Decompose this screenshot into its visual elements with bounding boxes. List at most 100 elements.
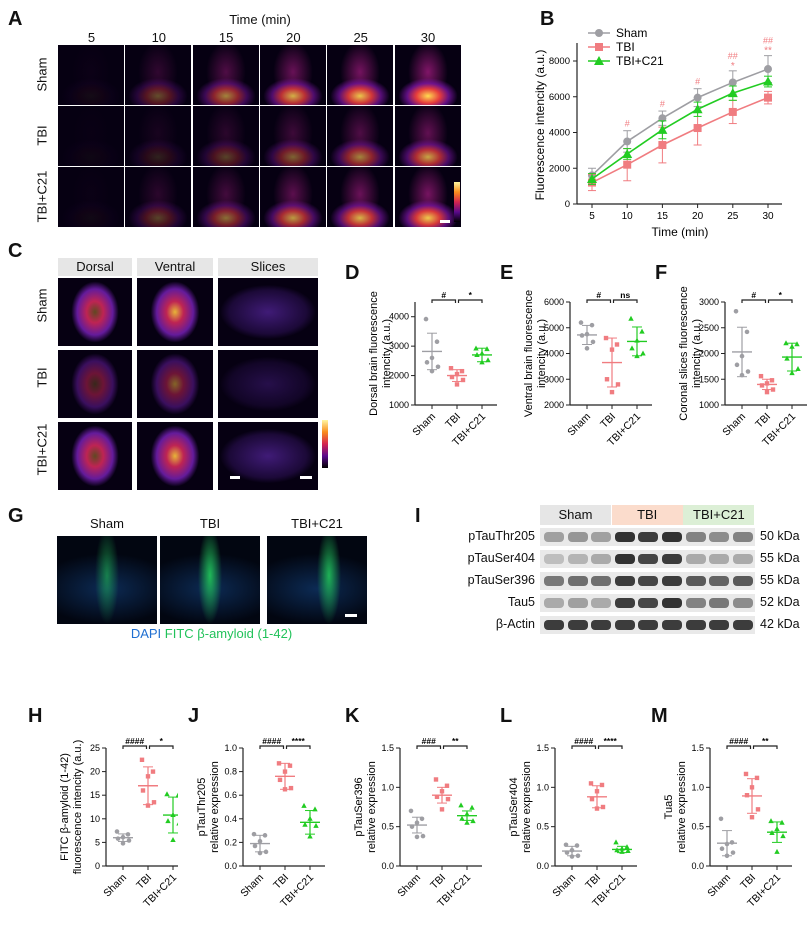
significance-mark: ## (763, 36, 773, 46)
data-point (414, 820, 420, 826)
data-point (252, 843, 258, 849)
fluorescence-image (327, 45, 394, 105)
data-point (479, 350, 485, 356)
data-point (125, 832, 131, 837)
brain-image (218, 278, 318, 346)
x-tick-label: TBI (753, 411, 773, 431)
data-point (634, 337, 640, 343)
brain-signal (137, 350, 213, 418)
y-tick-label: 4000 (544, 349, 564, 359)
data-point (473, 345, 479, 351)
data-point (727, 88, 738, 98)
column-header-Dorsal: Dorsal (58, 258, 132, 276)
data-point (759, 383, 765, 388)
column-header-Slices: Slices (218, 258, 318, 276)
data-point (764, 389, 770, 395)
blot-band (638, 576, 659, 586)
brain-signal (125, 167, 192, 227)
y-tick-label: 20 (90, 767, 100, 777)
data-point (589, 796, 595, 802)
y-tick-label: 2000 (544, 400, 564, 410)
blot-band (567, 576, 588, 586)
data-point (622, 148, 633, 158)
significance-bracket (612, 299, 638, 303)
data-point (474, 351, 480, 357)
data-point (458, 802, 464, 808)
data-point (164, 791, 170, 797)
significance-label: **** (292, 736, 306, 746)
y-axis-label: Ventral brain fluorescence (523, 290, 535, 417)
row-label-TBI+C21: TBI+C21 (34, 170, 50, 223)
brain-signal (58, 45, 124, 105)
brain-signal (137, 422, 213, 490)
data-point (600, 804, 606, 810)
data-point (409, 824, 415, 829)
data-point (484, 346, 490, 352)
y-tick-label: 4000 (389, 312, 409, 322)
data-point (780, 833, 786, 839)
data-point (729, 840, 735, 845)
data-point (789, 370, 795, 376)
legend-label: Sham (616, 26, 647, 40)
chart-m: 0.0 0.5 1.0 1.5 Tua5 relative expression Sham T… (663, 736, 792, 910)
scale-bar (300, 476, 312, 479)
y-tick-label: 1000 (699, 400, 719, 410)
data-point (693, 93, 702, 102)
data-point (460, 377, 466, 383)
blot-lane-row (540, 616, 755, 634)
data-point (719, 846, 725, 851)
time-label: 25 (353, 30, 368, 45)
brain-signal (58, 350, 132, 418)
significance-bracket (741, 299, 767, 303)
y-axis-label: pTauSer396 (353, 777, 365, 836)
brain-signal (394, 167, 461, 227)
data-point (599, 782, 605, 788)
chart-k: 0.0 0.5 1.0 1.5 pTauSer396 relative expressio… (353, 736, 482, 910)
data-point (449, 374, 455, 380)
blot-band (544, 532, 564, 542)
data-point (175, 792, 178, 798)
blot-band (732, 554, 753, 564)
data-point (120, 841, 126, 846)
significance-mark: ## (728, 51, 738, 61)
chart-f: 1000 1500 2000 2500 3000 Coronal slices fluor… (678, 286, 807, 449)
data-point (658, 114, 667, 123)
panel-label-j: J (188, 705, 200, 727)
fluorescence-image (58, 106, 124, 166)
data-point (145, 774, 151, 779)
blot-band (685, 598, 706, 608)
data-point (469, 804, 475, 810)
brain-signal (58, 167, 124, 227)
y-tick-label: 0 (95, 861, 100, 871)
brain-signal (394, 45, 461, 105)
x-tick-label: Sham (101, 871, 129, 899)
data-point (758, 373, 764, 379)
data-point (789, 343, 795, 349)
data-point (312, 806, 318, 812)
significance-bracket (457, 299, 483, 303)
data-point (139, 757, 145, 762)
data-point (769, 378, 775, 383)
data-point (459, 368, 465, 374)
scale-bar (440, 220, 450, 223)
significance-bracket (767, 299, 793, 303)
data-point (744, 329, 750, 335)
data-point (569, 854, 575, 859)
panel-label-l: L (500, 705, 513, 727)
x-tick-label: TBI (428, 872, 448, 892)
brain-signal (218, 278, 318, 346)
data-point (619, 848, 625, 854)
data-point (609, 347, 615, 352)
blot-band (709, 554, 730, 564)
fluorescence-image (192, 106, 259, 166)
blot-band (732, 620, 753, 630)
data-point (145, 803, 151, 808)
data-point (277, 777, 283, 783)
data-point (774, 826, 780, 832)
significance-mark: # (660, 99, 665, 109)
brain-signal (218, 422, 318, 490)
x-tick-label: Sham (550, 871, 578, 899)
colorbar (322, 420, 328, 468)
significance-label: #### (125, 736, 144, 746)
data-point (429, 368, 435, 374)
